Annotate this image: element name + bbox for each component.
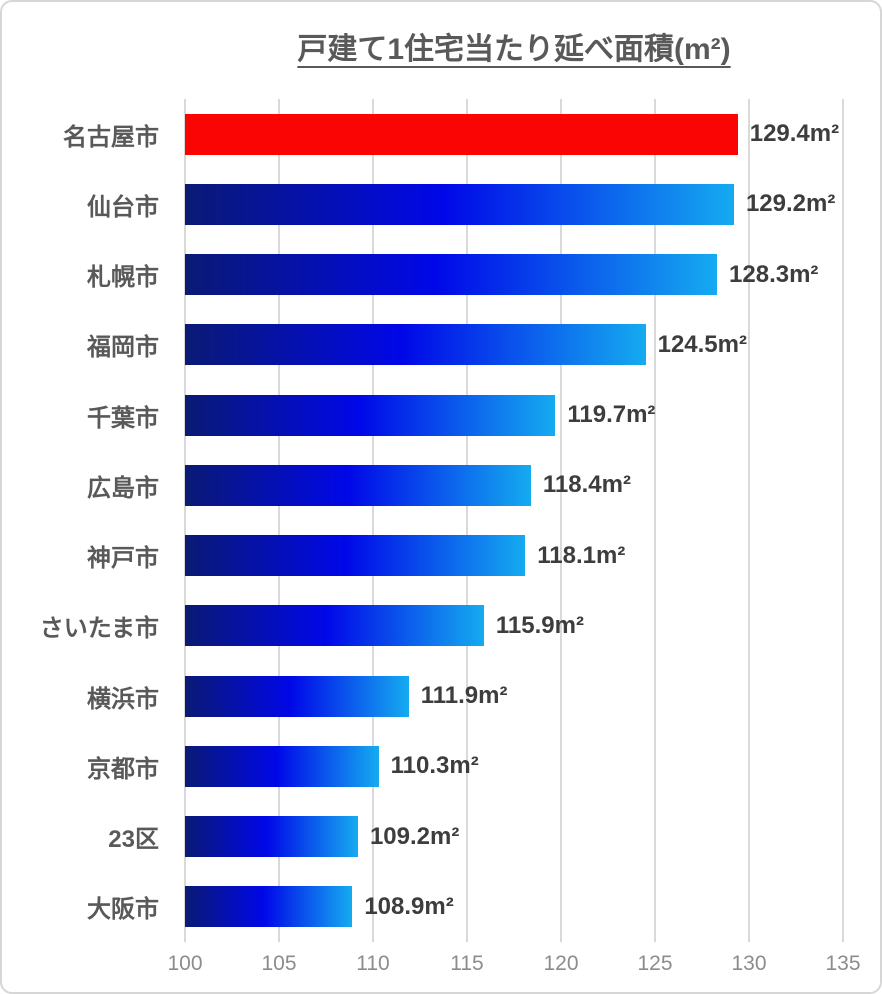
gridline bbox=[654, 99, 656, 942]
chart-title: 戸建て1住宅当たり延べ面積(m²) bbox=[297, 33, 731, 66]
bar bbox=[185, 605, 484, 647]
gridline bbox=[842, 99, 844, 942]
category-row: さいたま市 bbox=[2, 591, 159, 661]
bar-row: 128.3m² bbox=[185, 240, 843, 310]
value-label: 124.5m² bbox=[657, 330, 747, 358]
value-label: 128.3m² bbox=[729, 260, 819, 288]
value-label: 129.4m² bbox=[749, 120, 840, 148]
bar-row: 118.4m² bbox=[185, 450, 843, 520]
bar-row: 110.3m² bbox=[185, 731, 843, 801]
x-tick-label: 105 bbox=[261, 952, 297, 975]
bar-highlighted bbox=[185, 113, 738, 155]
category-label: さいたま市 bbox=[39, 615, 159, 643]
x-tick-label: 125 bbox=[637, 952, 673, 975]
x-tick-label: 100 bbox=[167, 952, 203, 975]
bar-row: 118.1m² bbox=[185, 521, 843, 591]
gridline bbox=[748, 99, 750, 942]
gridline bbox=[278, 99, 280, 942]
category-label: 23区 bbox=[108, 826, 159, 854]
bar-row: 129.4m² bbox=[185, 99, 843, 169]
bar bbox=[185, 394, 556, 436]
x-tick-label: 110 bbox=[356, 952, 390, 975]
category-label: 神戸市 bbox=[87, 545, 159, 573]
bar bbox=[185, 745, 379, 787]
category-label: 名古屋市 bbox=[63, 123, 159, 151]
category-label: 広島市 bbox=[87, 474, 159, 502]
category-row: 神戸市 bbox=[2, 521, 159, 591]
category-row: 福岡市 bbox=[2, 310, 159, 380]
bar bbox=[185, 183, 734, 225]
value-label: 108.9m² bbox=[364, 892, 454, 920]
bar-series: 129.4m² 129.2m² 128.3m² 124.5m² 119.7m² 118.4… bbox=[185, 99, 843, 942]
bar-row: 115.9m² bbox=[185, 591, 843, 661]
gridline bbox=[560, 99, 562, 942]
category-label: 京都市 bbox=[87, 755, 159, 783]
category-row: 札幌市 bbox=[2, 240, 159, 310]
value-label: 118.4m² bbox=[542, 471, 631, 499]
bar bbox=[185, 324, 646, 366]
category-row: 千葉市 bbox=[2, 380, 159, 450]
category-label: 仙台市 bbox=[87, 193, 159, 221]
x-tick-label: 120 bbox=[543, 952, 579, 975]
category-label: 福岡市 bbox=[87, 334, 159, 362]
bar bbox=[185, 254, 718, 296]
gridline bbox=[372, 99, 374, 942]
bar-row: 109.2m² bbox=[185, 802, 843, 872]
category-row: 大阪市 bbox=[2, 872, 159, 942]
x-tick-label: 115 bbox=[450, 952, 484, 975]
bar bbox=[185, 464, 531, 506]
category-row: 23区 bbox=[2, 802, 159, 872]
gridline bbox=[184, 99, 186, 942]
x-tick-label: 135 bbox=[825, 952, 861, 975]
bar bbox=[185, 886, 353, 928]
category-label: 大阪市 bbox=[87, 896, 159, 924]
value-label: 111.9m² bbox=[420, 682, 508, 710]
gridline bbox=[466, 99, 468, 942]
category-axis: 名古屋市仙台市札幌市福岡市千葉市広島市神戸市さいたま市横浜市京都市 23区大阪市 bbox=[2, 99, 159, 942]
bar bbox=[185, 816, 358, 858]
value-label: 109.2m² bbox=[369, 822, 460, 850]
value-axis: 100 105 110 115 120 125 130 135 bbox=[167, 952, 860, 984]
category-row: 広島市 bbox=[2, 450, 159, 520]
category-row: 京都市 bbox=[2, 731, 159, 801]
bar bbox=[185, 675, 409, 717]
bar-row: 129.2m² bbox=[185, 169, 843, 239]
bar-row: 119.7m² bbox=[185, 380, 843, 450]
plot-area: 129.4m² 129.2m² 128.3m² 124.5m² 119.7m² 118.4… bbox=[184, 99, 844, 942]
category-label: 横浜市 bbox=[87, 685, 159, 713]
category-label: 札幌市 bbox=[87, 264, 159, 292]
value-label: 119.7m² bbox=[567, 401, 656, 429]
value-label: 118.1m² bbox=[537, 541, 626, 569]
bar-row: 108.9m² bbox=[185, 872, 843, 942]
value-label: 115.9m² bbox=[495, 611, 584, 639]
value-label: 129.2m² bbox=[745, 190, 836, 218]
bar-row: 124.5m² bbox=[185, 310, 843, 380]
category-row: 仙台市 bbox=[2, 169, 159, 239]
bar bbox=[185, 535, 526, 577]
category-row: 横浜市 bbox=[2, 661, 159, 731]
x-tick-label: 130 bbox=[731, 952, 767, 975]
category-row: 名古屋市 bbox=[2, 99, 159, 169]
category-label: 千葉市 bbox=[87, 404, 159, 432]
bar-row: 111.9m² bbox=[185, 661, 843, 731]
value-label: 110.3m² bbox=[390, 752, 479, 780]
